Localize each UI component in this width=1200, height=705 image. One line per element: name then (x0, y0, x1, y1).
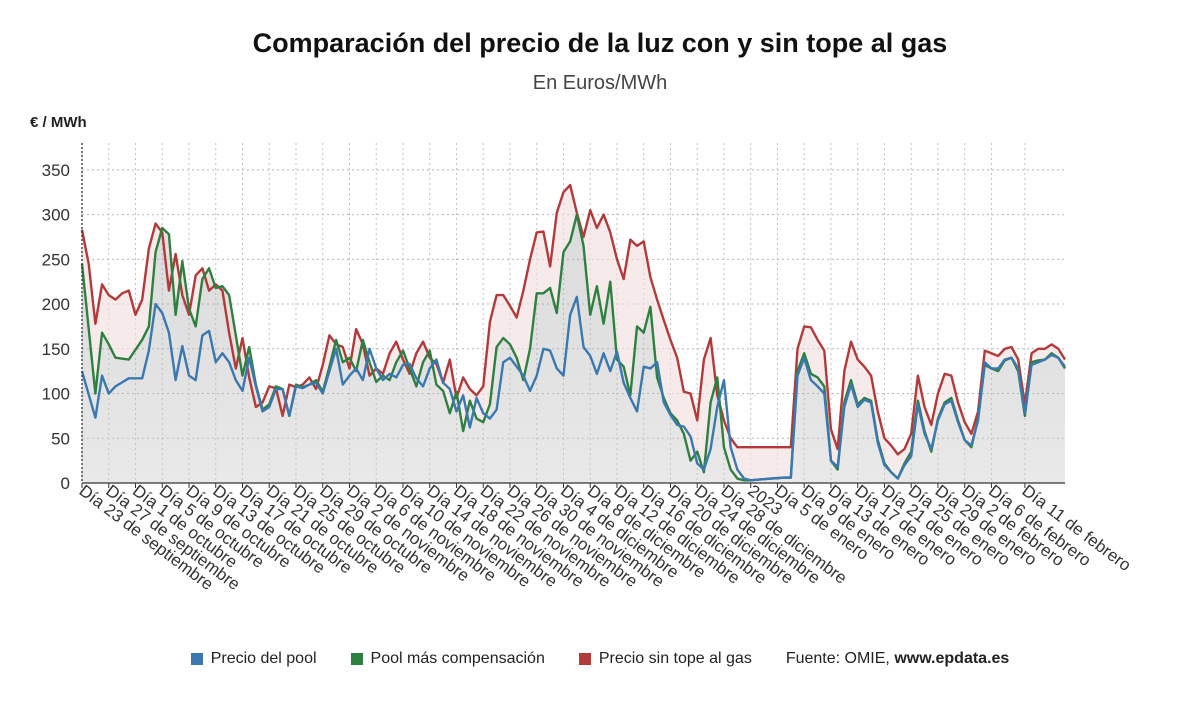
y-tick-label-5: 250 (42, 250, 70, 269)
y-tick-label-2: 100 (42, 385, 70, 404)
y-axis-ticks: 0 50 100 150 200 250 300 350 (42, 161, 70, 493)
chart-legend: Precio del pool Pool más compensación Pr… (0, 650, 1200, 668)
legend-item-pool[interactable]: Precio del pool (190, 650, 317, 668)
legend-label-compensation: Pool más compensación (370, 650, 545, 667)
legend-swatch-no-cap (578, 653, 591, 665)
chart-subtitle: En Euros/MWh (532, 72, 668, 94)
area-under-compensation (82, 214, 1065, 483)
chart-title: Comparación del precio de la luz con y s… (252, 28, 948, 58)
legend-item-compensation[interactable]: Pool más compensación (350, 650, 545, 668)
source-site: www.epdata.es (894, 650, 1010, 667)
chart-axes (81, 143, 1065, 484)
legend-swatch-pool (190, 653, 203, 665)
y-tick-label-6: 300 (42, 206, 70, 225)
series-line-pool (80, 295, 1066, 482)
legend-label-no-cap: Precio sin tope al gas (598, 650, 752, 667)
source-credit: Fuente: OMIE, www.epdata.es (786, 650, 1009, 668)
source-prefix: Fuente: OMIE, (785, 650, 895, 667)
legend-swatch-compensation (350, 653, 363, 665)
chart-areas (82, 185, 1065, 483)
legend-item-no-cap[interactable]: Precio sin tope al gas (578, 650, 752, 668)
y-tick-label-3: 150 (42, 340, 70, 359)
y-tick-label-7: 350 (42, 161, 70, 180)
legend-label-pool: Precio del pool (210, 650, 317, 667)
chart-series-lines (80, 183, 1067, 482)
y-tick-label-0: 0 (61, 474, 70, 493)
y-tick-label-4: 200 (42, 295, 70, 314)
y-tick-label-1: 50 (51, 429, 70, 448)
y-axis-unit-label: € / MWh (30, 114, 87, 131)
series-line-no-cap (80, 183, 1067, 456)
